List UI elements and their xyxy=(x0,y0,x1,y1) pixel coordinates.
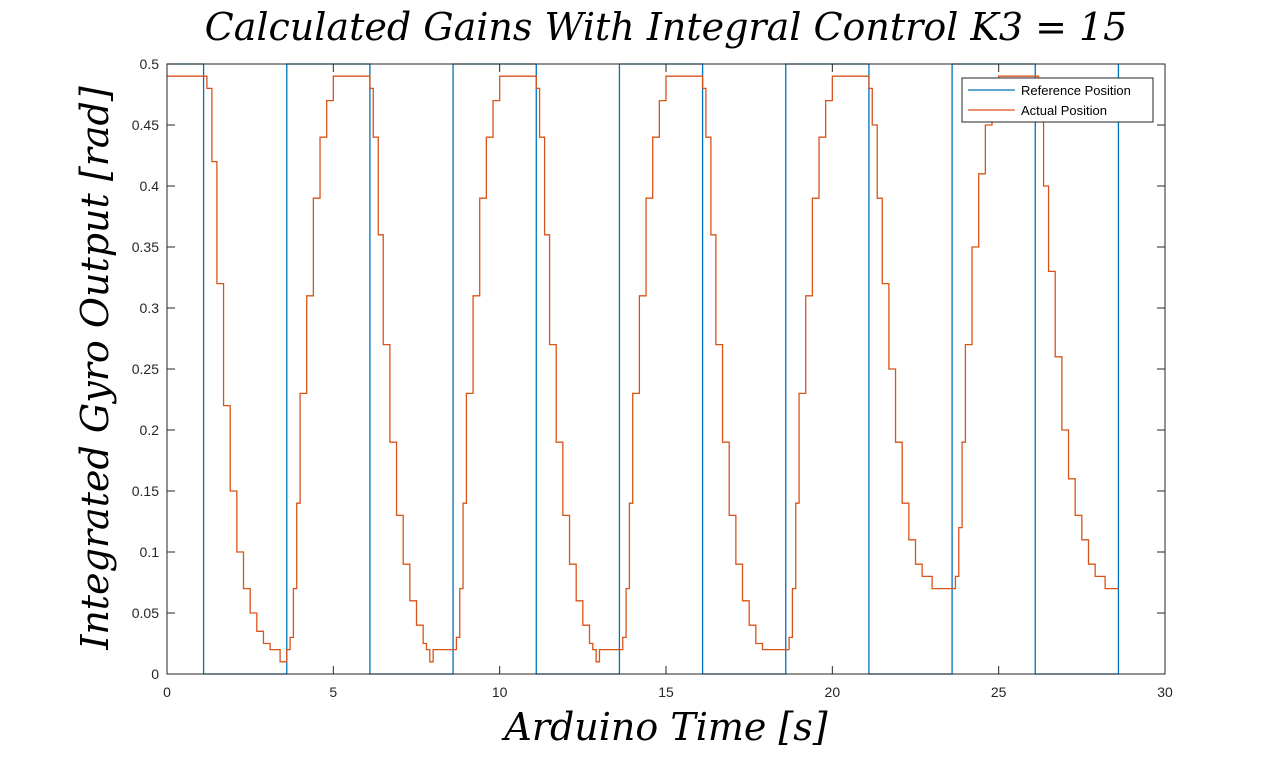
y-tick-label: 0.05 xyxy=(132,605,159,621)
x-tick-label: 15 xyxy=(658,684,674,700)
y-tick-label: 0.25 xyxy=(132,361,159,377)
legend: Reference Position Actual Position xyxy=(961,77,1154,123)
y-tick-label: 0.1 xyxy=(140,544,160,560)
y-tick-label: 0 xyxy=(151,666,159,682)
x-tick-label: 10 xyxy=(492,684,508,700)
y-tick-label: 0.3 xyxy=(140,300,160,316)
y-tick-label: 0.5 xyxy=(140,56,160,72)
legend-label-actual: Actual Position xyxy=(1021,103,1107,118)
plot-area xyxy=(167,63,1120,675)
axes-box xyxy=(166,63,1166,675)
x-tick-label: 30 xyxy=(1157,684,1173,700)
x-tick-label: 5 xyxy=(329,684,337,700)
x-tick-label: 20 xyxy=(825,684,841,700)
y-axis-label: Integrated Gyro Output [rad] xyxy=(73,86,117,651)
y-tick-label: 0.15 xyxy=(132,483,159,499)
y-tick-label: 0.2 xyxy=(140,422,160,438)
axis-ticks: 0 5 10 15 20 25 30 0 0.05 0.1 0.15 0.2 0.25 0.3 0.35 0.… xyxy=(132,56,1173,700)
legend-label-reference: Reference Position xyxy=(1021,83,1131,98)
chart-title: Calculated Gains With Integral Control K… xyxy=(205,5,1128,49)
series-line-actual-position xyxy=(167,75,1119,663)
x-axis-label: Arduino Time [s] xyxy=(501,705,827,749)
x-tick-label: 0 xyxy=(163,684,171,700)
legend-box xyxy=(961,77,1154,123)
y-tick-label: 0.35 xyxy=(132,239,159,255)
x-tick-label: 25 xyxy=(991,684,1007,700)
y-tick-label: 0.4 xyxy=(140,178,160,194)
y-tick-label: 0.45 xyxy=(132,117,159,133)
series-line-reference-position xyxy=(167,63,1120,675)
